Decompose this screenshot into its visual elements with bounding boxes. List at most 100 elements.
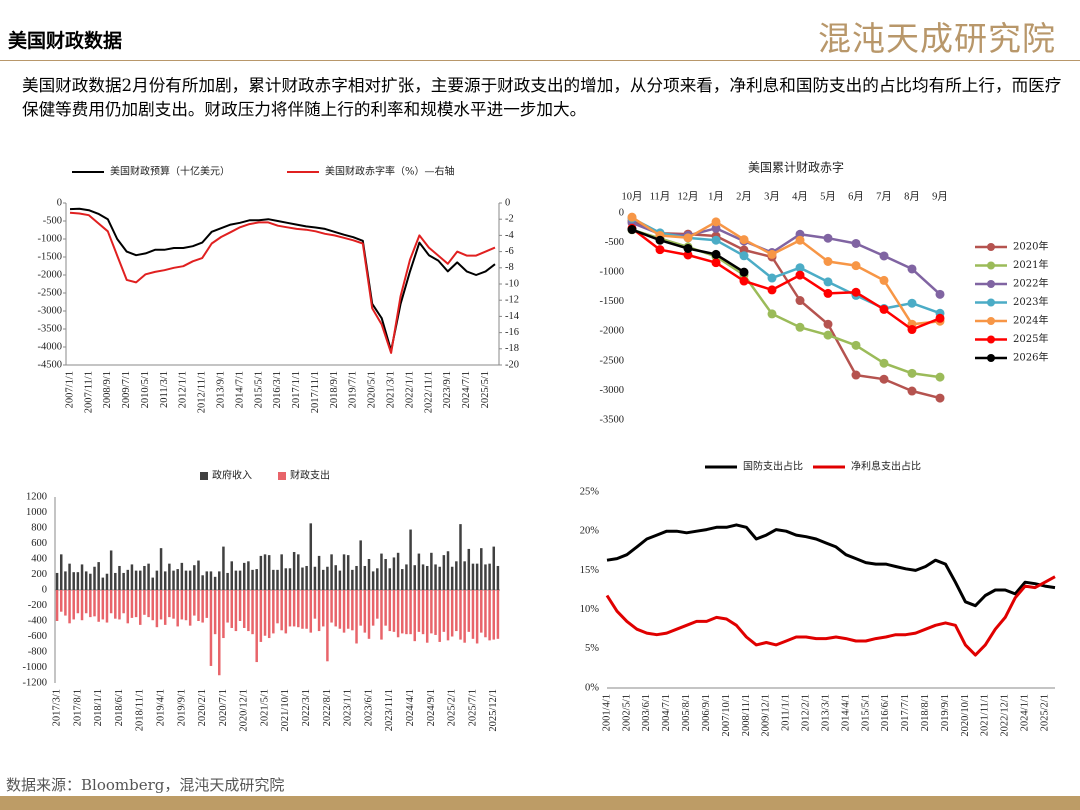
bar	[309, 590, 313, 633]
x-tick-label: 2007/11/1	[83, 371, 94, 413]
bar	[172, 570, 175, 590]
bar	[176, 590, 179, 627]
x-tick-label: 2018/8/1	[920, 694, 931, 731]
legend-marker	[987, 261, 995, 270]
bar	[392, 590, 396, 632]
x-tick-label: 11月	[650, 190, 671, 202]
x-tick-label: 2012/2/1	[801, 694, 812, 731]
bar	[193, 590, 196, 616]
legend-label: 财政支出	[290, 469, 330, 482]
series-line	[631, 227, 941, 331]
y-tick-label: -800	[28, 646, 47, 657]
y-tick-label: -2000	[600, 326, 625, 337]
bar	[247, 561, 250, 590]
x-tick-label: 2025/2/1	[447, 689, 458, 726]
bar	[334, 565, 337, 590]
x-tick-label: 2021/5/1	[259, 689, 270, 726]
x-tick-label: 2013/9/1	[216, 371, 227, 408]
bar	[64, 571, 67, 590]
x-tick-label: 2021/3/1	[386, 371, 397, 408]
bar	[89, 590, 92, 618]
bar	[213, 590, 217, 635]
bar	[234, 570, 238, 590]
point	[711, 235, 721, 245]
point	[711, 217, 721, 227]
bar	[197, 590, 200, 621]
bar	[384, 559, 387, 590]
bar	[425, 565, 429, 590]
legend-marker	[987, 354, 995, 362]
point	[879, 251, 889, 261]
bar	[351, 590, 354, 631]
legend-marker	[987, 280, 995, 288]
y-tick-label: 0	[619, 207, 624, 218]
point	[935, 313, 945, 323]
y-tick-label: 10%	[580, 604, 600, 615]
x-tick-label: 2025/12/1	[488, 689, 499, 732]
bar	[55, 590, 59, 621]
y-tick-label: -3000	[600, 385, 625, 396]
bar	[72, 590, 75, 620]
bar	[338, 570, 342, 590]
x-tick-label: 2011/3/1	[159, 371, 170, 408]
bar	[272, 569, 275, 590]
bar	[326, 566, 329, 590]
y2-tick-label: -6	[505, 246, 514, 257]
x-tick-label: 2012/11/1	[197, 371, 208, 413]
bar	[84, 590, 88, 614]
x-tick-label: 2023/11/1	[384, 689, 395, 731]
y-tick-label: -500	[605, 237, 624, 248]
bar	[263, 554, 267, 590]
x-tick-label: 2018/1/1	[93, 689, 104, 726]
x-tick-label: 9月	[932, 190, 948, 202]
point	[739, 251, 749, 261]
bar	[471, 563, 475, 590]
bar	[492, 546, 496, 590]
point	[795, 322, 805, 332]
x-tick-label: 2019/9/1	[176, 689, 187, 726]
bar	[84, 571, 88, 590]
bar	[317, 590, 321, 632]
x-tick-label: 2009/12/1	[761, 694, 772, 737]
x-tick-label: 2024/4/1	[405, 689, 416, 726]
series-line	[605, 575, 1056, 657]
bar	[371, 571, 375, 590]
x-tick-label: 2020/12/1	[239, 689, 250, 732]
x-tick-label: 2012/1/1	[178, 371, 189, 408]
legend-label: 美国财政赤字率（%）—右轴	[325, 165, 455, 178]
bar	[346, 555, 350, 590]
point	[767, 249, 777, 259]
y2-tick-label: -4	[505, 230, 514, 241]
bar	[193, 565, 196, 590]
legend-marker	[987, 317, 995, 325]
x-tick-label: 2015/5/1	[253, 371, 264, 408]
legend-label: 美国财政预算（十亿美元）	[110, 165, 230, 178]
bar	[134, 590, 138, 618]
bar	[130, 564, 134, 590]
legend-label: 2026年	[1013, 351, 1048, 364]
bar	[267, 555, 271, 590]
bar	[222, 546, 225, 590]
bar	[59, 590, 63, 612]
bar	[213, 576, 217, 590]
x-tick-label: 2022/3/1	[301, 689, 312, 726]
bar	[392, 557, 396, 590]
slide-title: 美国财政数据	[8, 30, 123, 52]
x-tick-label: 2015/5/1	[860, 694, 871, 731]
point	[795, 296, 805, 306]
bar	[459, 524, 462, 590]
x-tick-label: 2016/6/1	[880, 694, 891, 731]
y2-tick-label: -8	[505, 262, 514, 273]
y-tick-label: -600	[28, 631, 47, 642]
point	[627, 225, 637, 235]
point	[907, 298, 917, 308]
point	[879, 304, 889, 314]
bar	[209, 590, 213, 666]
bar	[417, 553, 421, 590]
x-tick-label: 2019/7/1	[348, 371, 359, 408]
x-tick-label: 2021/10/1	[280, 689, 291, 732]
bar	[480, 590, 483, 633]
bar	[205, 571, 209, 590]
y2-tick-label: -20	[505, 359, 519, 370]
x-tick-label: 2009/7/1	[121, 371, 132, 408]
